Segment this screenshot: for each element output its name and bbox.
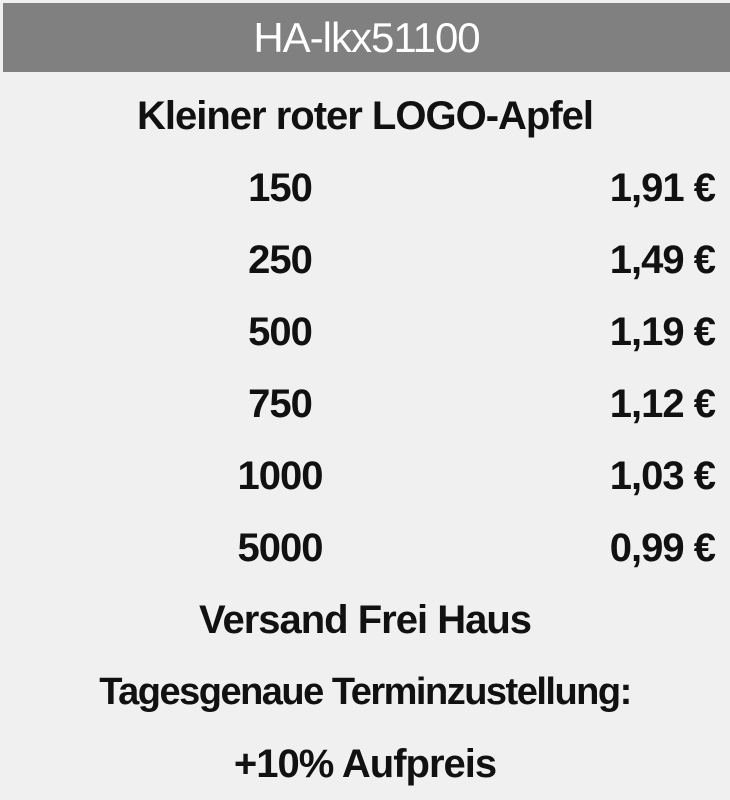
price-row: 750 1,12 €: [0, 368, 730, 440]
unit-price: 1,19 €: [609, 309, 716, 354]
price-row: 500 1,19 €: [0, 296, 730, 368]
price-row: 5000 0,99 €: [0, 512, 730, 584]
quantity: 1000: [237, 453, 324, 498]
unit-price: 0,99 €: [609, 525, 716, 570]
shipping-text: Versand Frei Haus: [198, 597, 532, 642]
shipping-note: Versand Frei Haus: [0, 584, 730, 656]
price-row: 1000 1,03 €: [0, 440, 730, 512]
article-number-header: HA-lkx51100: [3, 3, 730, 72]
quantity: 750: [248, 381, 313, 426]
quantity: 250: [248, 237, 313, 282]
price-row: 250 1,49 €: [0, 224, 730, 296]
unit-price: 1,91 €: [609, 165, 716, 210]
unit-price: 1,03 €: [609, 453, 716, 498]
delivery-note: Tagesgenaue Terminzustellung:: [0, 656, 730, 728]
delivery-text: Tagesgenaue Terminzustellung:: [99, 670, 632, 713]
unit-price: 1,49 €: [609, 237, 716, 282]
quantity: 150: [248, 165, 313, 210]
product-name-text: Kleiner roter LOGO-Apfel: [136, 93, 594, 138]
quantity: 500: [248, 309, 313, 354]
surcharge-text: +10% Aufpreis: [233, 741, 497, 786]
price-row: 150 1,91 €: [0, 152, 730, 224]
quantity: 5000: [237, 525, 324, 570]
surcharge-note: +10% Aufpreis: [0, 728, 730, 800]
product-name: Kleiner roter LOGO-Apfel: [0, 80, 730, 152]
article-number: HA-lkx51100: [253, 13, 480, 61]
unit-price: 1,12 €: [609, 381, 716, 426]
